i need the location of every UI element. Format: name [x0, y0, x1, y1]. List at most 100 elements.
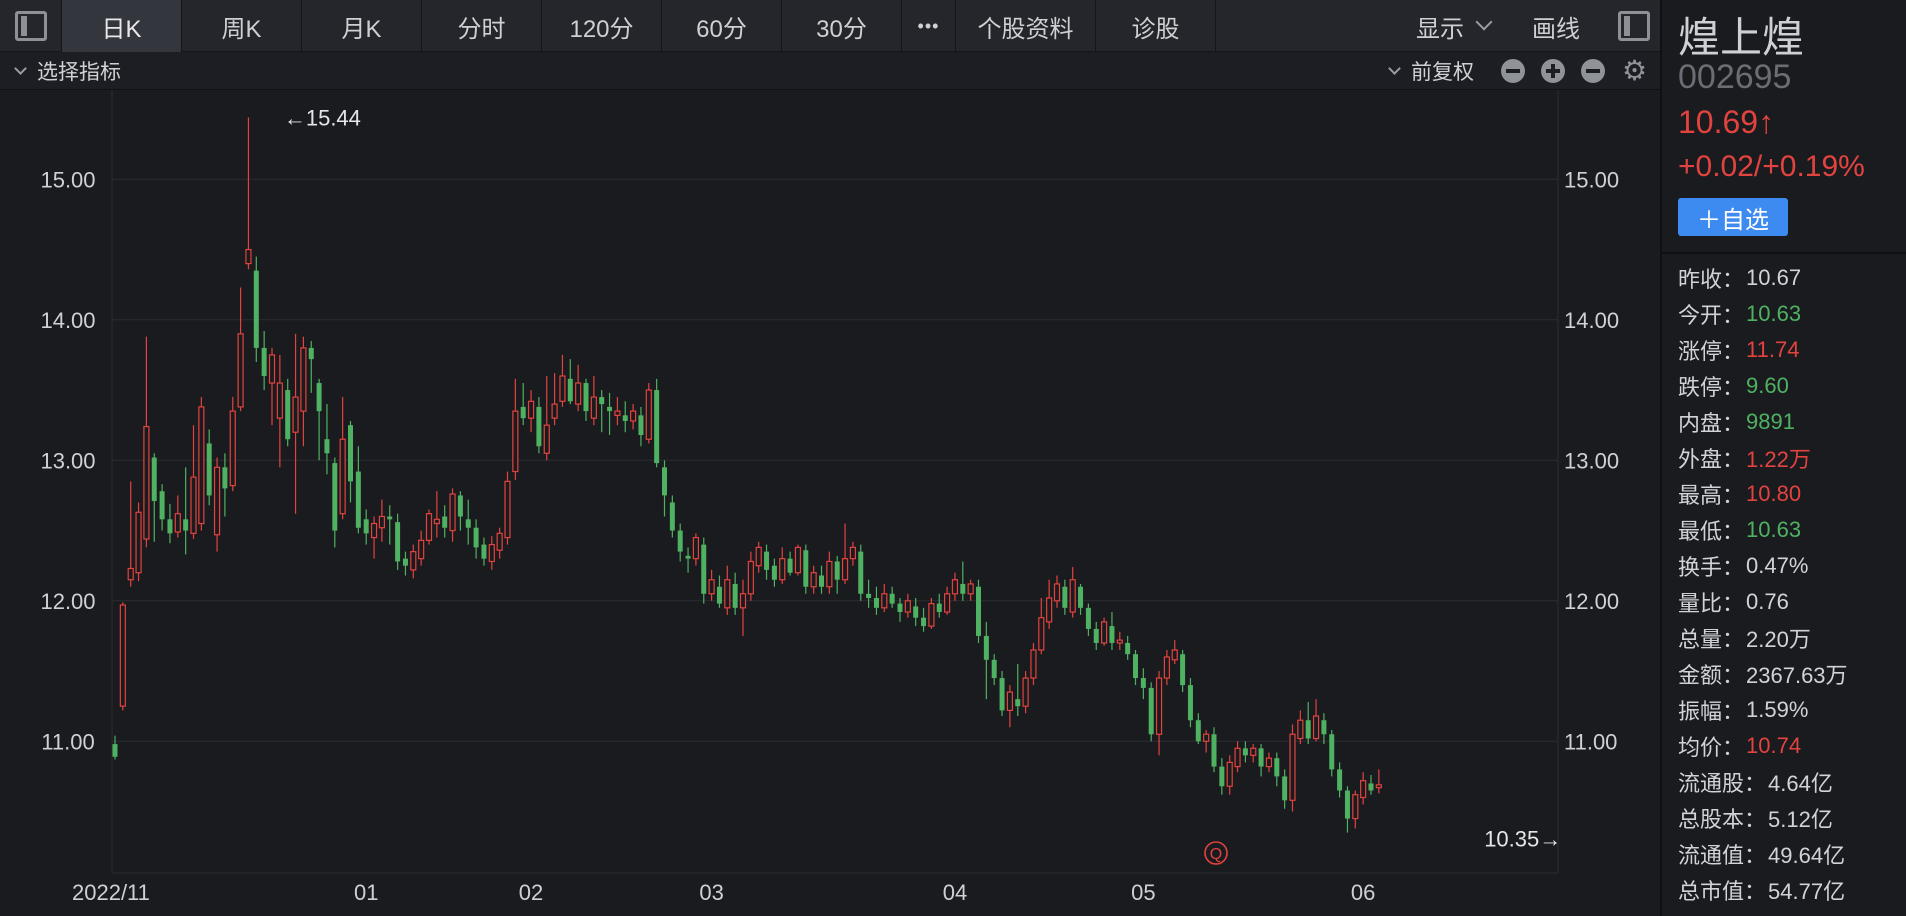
candle-body: [300, 347, 307, 412]
zoom-out-icon[interactable]: [1581, 59, 1605, 83]
quote-stat-label: 振幅：: [1678, 699, 1745, 724]
chevron-down-icon: [14, 61, 27, 75]
chevron-down-icon: [1388, 61, 1401, 75]
quote-stat-label: 内盘：: [1678, 411, 1745, 436]
candle-body: [849, 546, 857, 560]
candle-body: [370, 522, 378, 539]
quote-stat-label: 昨收：: [1678, 267, 1745, 292]
candle-body: [143, 425, 150, 540]
tab-30min[interactable]: 30分: [782, 0, 902, 52]
tab-stock-profile[interactable]: 个股资料: [956, 0, 1096, 52]
tab-daily-k[interactable]: 日K: [62, 0, 182, 52]
candle-body: [190, 476, 197, 534]
candlestick-chart[interactable]: 11.00 11.00 12.00 12.00 13.00 13.00 14.00 14.00…: [0, 90, 1660, 916]
candle-body: [881, 593, 888, 609]
tab-60min[interactable]: 60分: [662, 0, 782, 52]
candle-body: [543, 424, 550, 454]
candle-body: [292, 396, 299, 433]
quote-stat-label: 流通值：: [1678, 843, 1767, 868]
candle-body: [583, 383, 589, 412]
candle-body: [810, 572, 817, 588]
tab-monthly-k[interactable]: 月K: [302, 0, 422, 52]
more-tabs-button[interactable]: •••: [902, 0, 956, 52]
quote-stat-label: 金额：: [1678, 663, 1745, 688]
candle-body: [1250, 747, 1257, 756]
quote-stat-value: 4.64亿: [1768, 771, 1833, 796]
quote-stat-label: 涨停：: [1678, 339, 1745, 364]
right-panel-toggle-button[interactable]: [1608, 0, 1660, 52]
chart-toolbar: 日K 周K 月K 分时 120分 60分 30分 ••• 个股资料 诊股 显示 …: [0, 0, 1660, 52]
candle-body: [1116, 639, 1123, 644]
candle-body: [873, 597, 879, 608]
candle-body: [1282, 776, 1288, 801]
quote-stat-value: 9.60: [1746, 373, 1789, 398]
add-watchlist-button[interactable]: ＋自选: [1678, 198, 1788, 236]
quote-stat-label: 量比：: [1678, 591, 1745, 616]
candle-body: [1069, 579, 1076, 613]
quote-stat-value: 0.47%: [1746, 553, 1809, 578]
candle-body: [1078, 586, 1084, 608]
candle-body: [779, 558, 786, 581]
select-indicator-dropdown[interactable]: 选择指标: [14, 52, 121, 90]
candle-body: [1046, 597, 1053, 623]
y-tick-label-right: 12.00: [1564, 589, 1619, 614]
zoom-in-icon[interactable]: [1541, 59, 1565, 83]
candle-body: [1062, 586, 1068, 608]
tab-stock-diagnosis[interactable]: 诊股: [1096, 0, 1216, 52]
draw-line-button[interactable]: 画线: [1532, 15, 1580, 43]
tab-intraday[interactable]: 分时: [422, 0, 542, 52]
candle-body: [803, 550, 809, 587]
quote-stat-row: 振幅： 1.59%: [1678, 692, 1906, 728]
candle-body: [794, 546, 802, 574]
price-extreme-label: 10.35→: [1484, 827, 1561, 852]
candle-body: [276, 382, 283, 419]
quote-stat-value: 9891: [1746, 409, 1795, 434]
candle-body: [245, 248, 252, 265]
candle-body: [692, 536, 700, 560]
tab-weekly-k[interactable]: 周K: [182, 0, 302, 52]
quote-stat-row: 最低： 10.63: [1678, 512, 1906, 548]
candle-body: [253, 270, 259, 348]
candle-body: [229, 410, 236, 487]
candle-body: [387, 516, 393, 520]
gear-icon[interactable]: ⚙: [1622, 55, 1648, 86]
candle-body: [1297, 719, 1304, 740]
quote-stat-label: 总市值：: [1678, 879, 1767, 904]
candle-body: [1360, 780, 1367, 799]
candle-body: [348, 425, 353, 482]
candle-body: [1133, 654, 1138, 679]
left-panel-toggle-button[interactable]: [0, 0, 62, 52]
candle-body: [622, 415, 628, 421]
candle-body: [991, 659, 997, 679]
candle-body: [716, 586, 722, 604]
candle-body: [1022, 677, 1029, 707]
candle-body: [1203, 733, 1210, 742]
candle-body: [921, 617, 927, 627]
candle-body: [1312, 715, 1320, 740]
tab-120min[interactable]: 120分: [542, 0, 662, 52]
candle-body: [1015, 699, 1021, 707]
x-tick-label: 03: [699, 880, 723, 905]
candle-body: [983, 635, 989, 660]
candle-body: [1006, 691, 1014, 711]
price-adjust-dropdown[interactable]: 前复权: [1388, 52, 1474, 90]
event-marker-icon[interactable]: [1204, 841, 1228, 865]
candle-body: [449, 493, 456, 532]
zoom-reset-icon[interactable]: [1501, 59, 1525, 83]
y-tick-label-right: 13.00: [1564, 448, 1619, 473]
stock-code: 002695: [1678, 58, 1792, 96]
candle-body: [1038, 617, 1045, 651]
candle-body: [669, 502, 675, 531]
candle-body: [206, 443, 212, 496]
candle-body: [1344, 790, 1350, 819]
y-tick-label-left: 12.00: [40, 589, 95, 614]
candle-body: [1053, 583, 1061, 602]
quote-stat-value: 10.63: [1746, 301, 1802, 326]
display-dropdown[interactable]: 显示: [1416, 0, 1493, 52]
quote-stat-row: 总股本： 5.12亿: [1678, 800, 1906, 836]
candle-body: [662, 467, 667, 496]
candle-body: [1109, 626, 1115, 643]
candle-body: [1305, 720, 1311, 739]
stock-name: 煌上煌: [1678, 14, 1805, 61]
candle-body: [567, 378, 573, 402]
